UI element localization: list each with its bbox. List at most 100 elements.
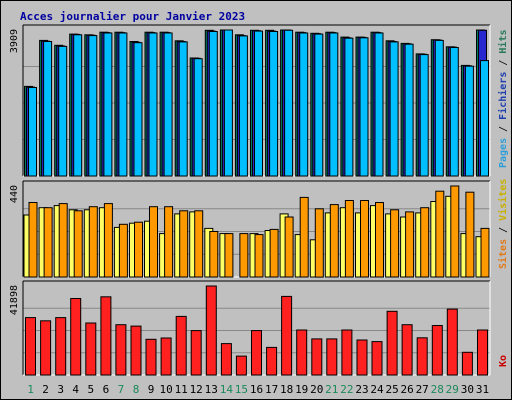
bar-pages-day-2 (43, 41, 53, 177)
legend-visites: Visites (497, 179, 509, 221)
bar-pages-day-14 (223, 29, 233, 177)
bar-ko-day-24 (371, 341, 383, 376)
bar-pages-day-21 (329, 32, 339, 177)
bar-sites-day-3 (58, 203, 68, 278)
x-tick-label: 28 (431, 383, 444, 396)
bar-ko-day-6 (100, 296, 112, 376)
bar-ko-day-9 (145, 338, 157, 376)
bar-sites-day-11 (179, 210, 189, 278)
x-tick-label: 4 (72, 383, 79, 396)
bar-pages-day-19 (299, 32, 309, 177)
bar-ko-day-5 (85, 322, 97, 376)
bar-sites-day-22 (344, 200, 354, 278)
bar-ko-day-28 (431, 325, 443, 376)
legend-ko: Ko (498, 355, 509, 367)
x-tick-label: 9 (148, 383, 155, 396)
bar-ko-day-22 (341, 329, 353, 376)
bar-ko-day-7 (115, 324, 127, 376)
bar-ko-day-17 (266, 346, 278, 376)
bar-ko-day-26 (401, 324, 413, 376)
bar-pages-day-22 (344, 37, 354, 177)
bar-pages-day-24 (374, 32, 384, 177)
legend-fichiers: Fichiers (497, 72, 509, 120)
x-tick-label: 18 (280, 383, 293, 396)
x-tick-label: 15 (235, 383, 248, 396)
panel-top: 3909 Pages / Fichiers / Hits (9, 24, 509, 177)
bar-ko-day-29 (446, 308, 458, 376)
bar-sites-day-28 (435, 190, 445, 278)
bar-sites-day-14 (224, 233, 234, 278)
legend-sites: Sites (497, 239, 509, 269)
series-legend: Ko (498, 355, 509, 367)
x-tick-label: 31 (476, 383, 489, 396)
bar-sites-day-5 (88, 206, 98, 278)
bar-ko-day-16 (251, 330, 262, 376)
x-tick-label: 3 (57, 383, 64, 396)
bar-sites-day-21 (329, 204, 339, 278)
bar-sites-day-27 (420, 207, 430, 278)
y-max-label: 440 (9, 185, 20, 203)
bar-ko-day-11 (175, 315, 187, 376)
x-tick-label: 27 (416, 383, 429, 396)
bar-pages-day-7 (118, 32, 128, 177)
x-tick-label: 30 (461, 383, 474, 396)
bar-ko-day-15 (235, 355, 247, 376)
legend-hits: Hits (497, 30, 509, 54)
bar-sites-day-12 (194, 210, 204, 278)
bar-pages-day-9 (148, 32, 158, 177)
bar-sites-day-9 (149, 206, 158, 278)
bar-sites-day-30 (465, 191, 475, 278)
x-tick-label: 21 (325, 383, 338, 396)
bar-sites-day-24 (375, 202, 384, 278)
x-tick-label: 14 (220, 383, 234, 396)
bar-pages-day-13 (208, 31, 218, 177)
bar-pages-day-28 (434, 39, 444, 177)
legend-pages: Pages (498, 138, 509, 168)
bar-pages-day-31 (480, 60, 489, 177)
bar-pages-day-18 (284, 29, 294, 177)
bar-sites-day-20 (314, 208, 324, 278)
x-tick-label: 16 (250, 383, 263, 396)
legend-separator: / (498, 120, 509, 138)
bar-pages-day-27 (419, 54, 429, 177)
bar-ko-day-8 (130, 325, 142, 376)
bar-pages-day-6 (103, 32, 113, 177)
y-max-label: 3909 (9, 29, 20, 53)
bar-ko-day-27 (416, 337, 428, 376)
bar-sites-day-4 (73, 210, 83, 278)
bar-sites-day-25 (390, 209, 400, 278)
chart-panels: 3909 Pages / Fichiers / Hits 440 Sites / Vi… (9, 24, 509, 376)
x-tick-label: 24 (370, 383, 384, 396)
bar-sites-day-31 (480, 227, 490, 278)
bar-ko-day-19 (296, 329, 308, 376)
bar-ko-day-21 (326, 338, 338, 376)
x-tick-label: 23 (355, 383, 368, 396)
bar-sites-day-1 (28, 202, 38, 278)
bar-ko-day-12 (190, 330, 202, 376)
x-tick-label: 6 (103, 383, 110, 396)
x-tick-label: 10 (159, 383, 172, 396)
bar-ko-day-20 (311, 338, 323, 376)
x-tick-label: 25 (385, 383, 398, 396)
legend-separator: / (498, 54, 509, 72)
bar-sites-day-13 (209, 231, 219, 278)
bar-ko-day-18 (281, 295, 293, 376)
bar-sites-day-10 (164, 206, 174, 278)
bar-pages-day-11 (178, 41, 188, 177)
bar-pages-day-1 (28, 87, 37, 177)
series-legend: Pages / Fichiers / Hits (497, 30, 509, 169)
bar-pages-day-12 (193, 58, 203, 177)
bar-sites-day-29 (450, 185, 460, 278)
bar-pages-day-4 (73, 34, 83, 177)
bar-pages-day-29 (449, 47, 459, 177)
bar-sites-day-6 (103, 203, 113, 278)
x-tick-label: 22 (340, 383, 353, 396)
bar-ko-day-10 (160, 337, 172, 376)
bar-pages-day-15 (238, 35, 248, 177)
x-axis-labels: 1 2 3 4 5 6 7 8 9 10 11 12 13 14 15 16 17 18 19 20 21 22 23 24 2… (27, 383, 489, 396)
bar-pages-day-30 (464, 65, 474, 177)
x-tick-label: 1 (27, 383, 34, 396)
panel-bottom: 41898 Ko (9, 280, 509, 376)
x-tick-label: 19 (295, 383, 308, 396)
